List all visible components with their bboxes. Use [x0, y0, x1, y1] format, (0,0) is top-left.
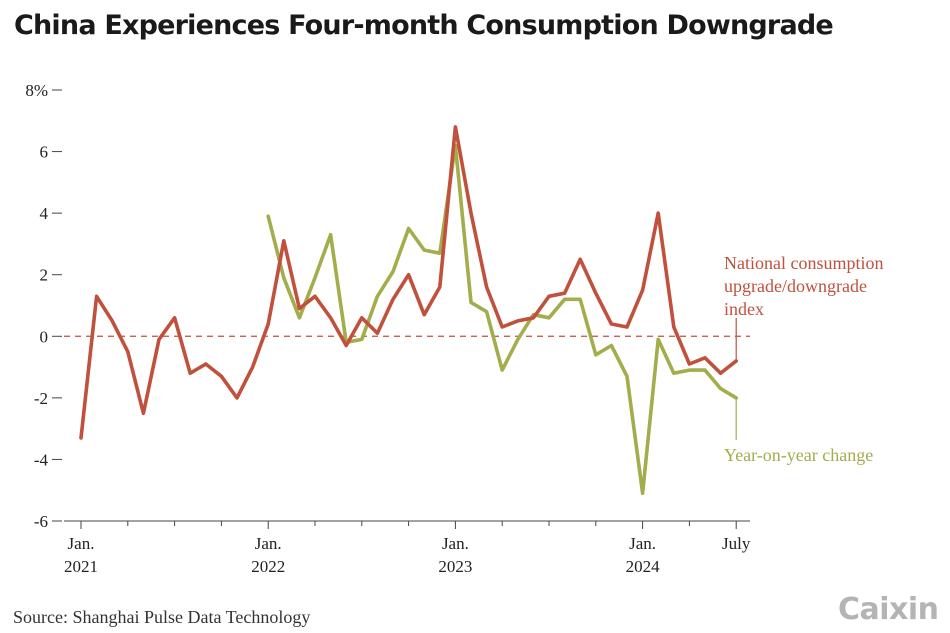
y-tick-label: -6	[34, 512, 48, 531]
y-axis: 8% 6 4 2 0 -2 -4 -6	[25, 81, 62, 531]
consumption-index-line	[79, 125, 739, 440]
x-tick-label-year: 2024	[626, 557, 661, 576]
chart-title: China Experiences Four-month Consumption…	[14, 10, 834, 41]
consumption-index-label: index	[724, 299, 764, 319]
y-tick-label: -4	[34, 450, 49, 469]
y-tick-label: 0	[40, 327, 49, 346]
y-tick-label: 6	[40, 143, 49, 162]
x-tick-label: Jan.	[68, 534, 95, 553]
year-on-year-line	[266, 143, 739, 496]
y-tick-label: 2	[40, 266, 49, 285]
x-tick-label: Jan.	[629, 534, 656, 553]
x-axis: Jan. 2021 Jan. 2022 Jan. 2023 Jan. 2024 July	[64, 520, 751, 576]
x-tick-label: Jan.	[255, 534, 282, 553]
consumption-index-label: National consumption	[724, 253, 883, 273]
x-tick-label: July	[722, 534, 751, 553]
series-labels: National consumption upgrade/downgrade ind…	[724, 253, 883, 465]
year-on-year-label: Year-on-year change	[724, 445, 873, 465]
y-tick-label: 4	[40, 204, 49, 223]
x-tick-label-year: 2023	[438, 557, 472, 576]
source-note: Source: Shanghai Pulse Data Technology	[13, 607, 311, 627]
x-tick-label-year: 2022	[251, 557, 285, 576]
y-tick-label: -2	[34, 389, 48, 408]
x-tick-label-year: 2021	[64, 557, 98, 576]
y-tick-label: 8%	[25, 81, 48, 100]
consumption-index-label: upgrade/downgrade	[724, 276, 867, 296]
caixin-logo: Caixin	[838, 592, 939, 627]
series-lines	[79, 125, 739, 496]
x-tick-label: Jan.	[442, 534, 469, 553]
